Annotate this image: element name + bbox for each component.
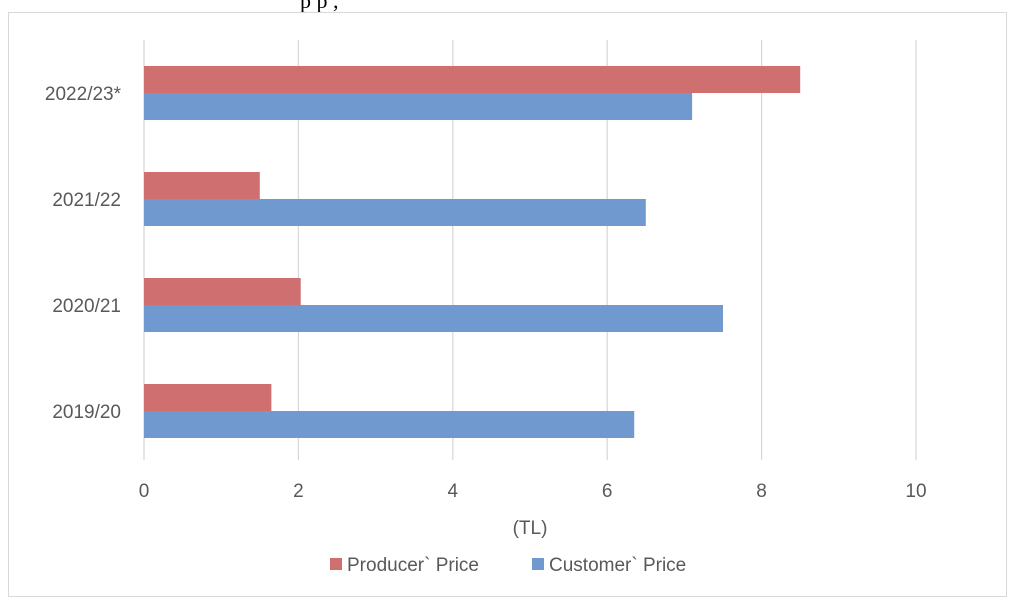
bar-customer-201920: [144, 411, 635, 438]
x-tick-label: 10: [905, 481, 926, 502]
x-tick-label: 4: [448, 481, 459, 502]
bar-customer-202223: [144, 93, 693, 120]
bar-producer-201920: [144, 384, 272, 411]
legend-label-producer: Producer` Price: [347, 555, 479, 576]
category-label: 2022/23*: [45, 84, 122, 105]
bar-producer-202021: [144, 278, 301, 305]
x-tick-label: 2: [293, 481, 304, 502]
legend-label-customer: Customer` Price: [549, 555, 686, 576]
category-labels: 2019/20 2020/21 2021/22 2022/23*: [45, 84, 122, 423]
legend-swatch-producer: [330, 558, 342, 570]
bar-customer-202021: [144, 305, 723, 332]
x-axis-title: (TL): [513, 518, 548, 539]
chart-caption-text: p p ,: [300, 0, 339, 13]
x-tick-labels: 0 2 4 6 8 10: [139, 481, 927, 502]
chart-caption: p p ,: [300, 0, 1000, 14]
bar-customer-202122: [144, 199, 646, 226]
x-tick-label: 6: [602, 481, 613, 502]
bar-producer-202122: [144, 172, 260, 199]
legend: Producer` Price Customer` Price: [330, 555, 686, 576]
category-label: 2019/20: [52, 402, 121, 423]
x-tick-label: 0: [139, 481, 150, 502]
category-label: 2020/21: [52, 296, 121, 317]
legend-swatch-customer: [532, 558, 544, 570]
bars: [144, 66, 801, 438]
x-tick-label: 8: [756, 481, 767, 502]
chart-frame: [8, 12, 1007, 597]
category-label: 2021/22: [52, 190, 121, 211]
bar-producer-202223: [144, 66, 801, 93]
